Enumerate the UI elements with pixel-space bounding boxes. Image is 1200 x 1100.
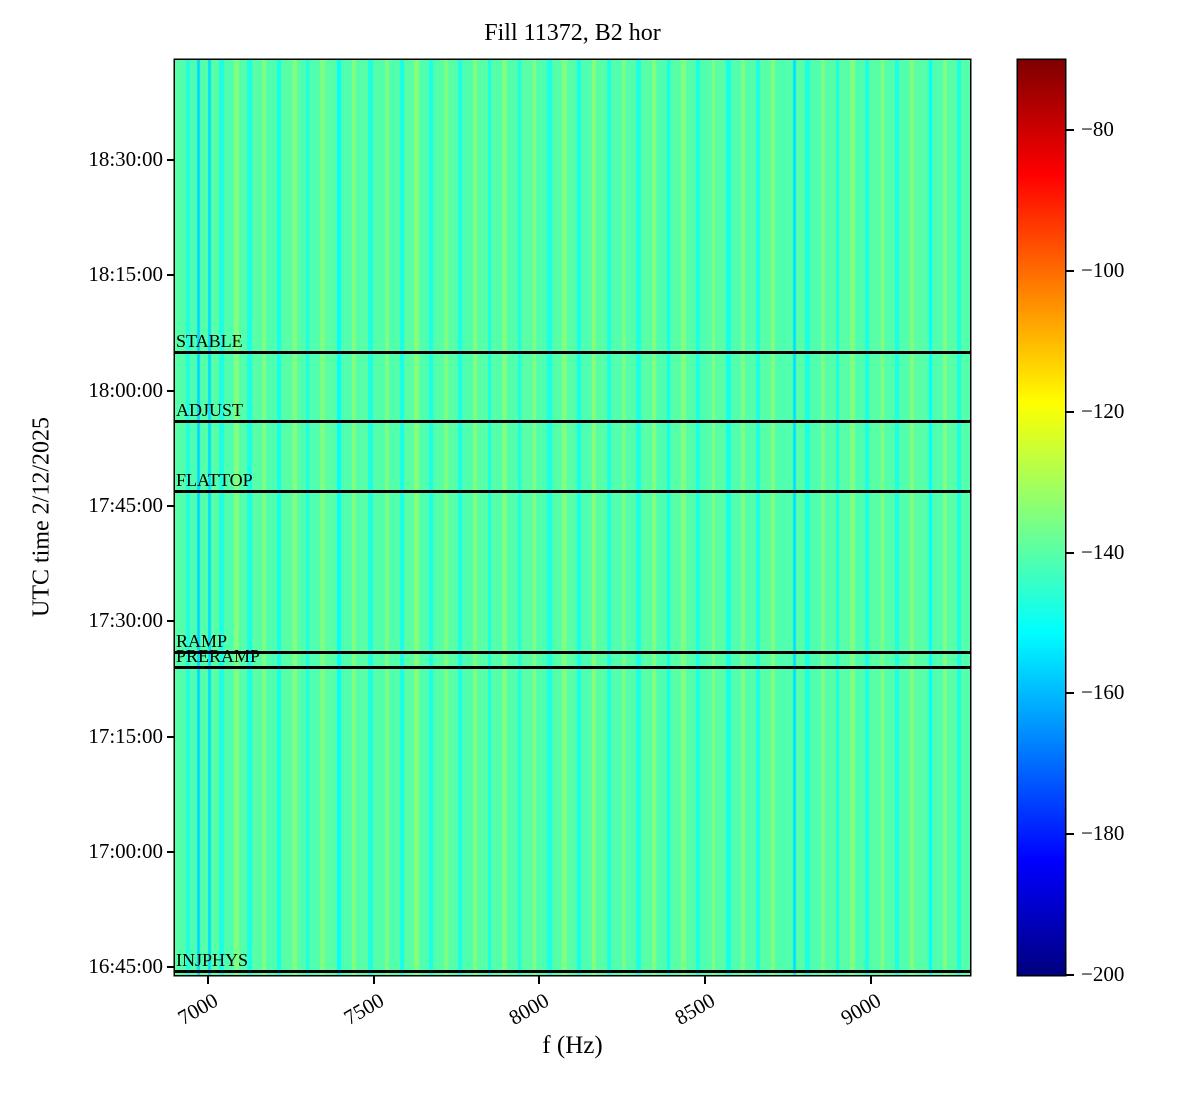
heatmap-canvas <box>175 60 970 975</box>
beam-mode-line-injphys <box>175 970 970 974</box>
y-tick-label: 17:30:00 <box>88 608 163 633</box>
x-tick-mark <box>538 976 541 984</box>
colorbar-tick-label: −160 <box>1081 680 1125 705</box>
colorbar-tick-mark <box>1066 410 1074 413</box>
y-tick-mark <box>167 850 175 853</box>
colorbar-tick-mark <box>1066 833 1074 836</box>
colorbar-tick-label: −200 <box>1081 962 1125 986</box>
y-tick-mark <box>167 504 175 507</box>
x-tick-mark <box>207 976 210 984</box>
colorbar-tick-mark <box>1066 551 1074 554</box>
beam-mode-line-preramp <box>175 666 970 670</box>
heatmap-plot-area <box>175 60 970 975</box>
y-tick-label: 18:30:00 <box>88 146 163 171</box>
y-tick-label: 17:15:00 <box>88 723 163 748</box>
colorbar-tick-label: −120 <box>1081 398 1125 423</box>
y-tick-mark <box>167 274 175 277</box>
beam-mode-label-adjust: ADJUST <box>176 400 244 421</box>
y-tick-mark <box>167 966 175 969</box>
beam-mode-line-flattop <box>175 489 970 493</box>
x-tick-mark <box>704 976 706 984</box>
y-tick-label: 17:00:00 <box>88 838 163 863</box>
chart-title: Fill 11372, B2 hor <box>484 20 661 46</box>
y-tick-mark <box>167 158 175 161</box>
beam-mode-label-flattop: FLATTOP <box>176 469 253 490</box>
y-tick-mark <box>167 620 175 623</box>
beam-mode-label-ramp: RAMP <box>176 631 228 652</box>
colorbar-tick-label: −100 <box>1081 258 1125 283</box>
colorbar-tick-mark <box>1066 974 1074 976</box>
beam-mode-line-adjust <box>175 420 970 424</box>
colorbar-canvas <box>1018 60 1065 975</box>
colorbar-tick-mark <box>1066 270 1074 273</box>
x-tick-mark <box>372 976 375 984</box>
colorbar-tick-label: −80 <box>1081 117 1114 142</box>
colorbar-tick-mark <box>1066 692 1074 695</box>
beam-mode-label-preramp: PRERAMP <box>176 646 261 667</box>
y-tick-mark <box>167 389 175 392</box>
beam-mode-label-stable: STABLE <box>176 331 243 352</box>
colorbar-tick-label: −180 <box>1081 821 1125 846</box>
colorbar-tick-label: −140 <box>1081 539 1125 564</box>
y-tick-mark <box>167 735 175 738</box>
x-tick-mark <box>869 976 872 984</box>
colorbar-tick-mark <box>1066 129 1074 132</box>
y-tick-label: 18:15:00 <box>88 262 163 287</box>
beam-mode-line-ramp <box>175 651 970 655</box>
y-tick-label: 16:45:00 <box>88 954 163 979</box>
y-tick-label: 18:00:00 <box>88 377 163 402</box>
beam-mode-label-injphys: INJPHYS <box>176 950 249 971</box>
colorbar <box>1018 60 1065 975</box>
beam-mode-line-stable <box>175 351 970 355</box>
x-axis-label: f (Hz) <box>542 1032 603 1059</box>
y-tick-label: 17:45:00 <box>88 492 163 517</box>
